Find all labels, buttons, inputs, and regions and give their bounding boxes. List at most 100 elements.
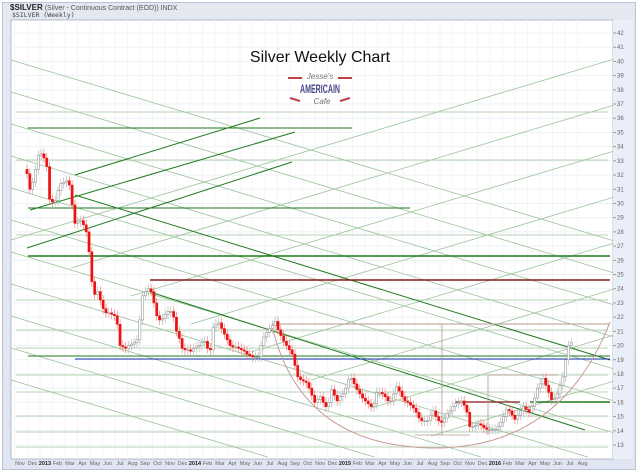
x-tick-label: Jun (403, 461, 412, 467)
candle (355, 383, 359, 390)
candle (310, 387, 314, 396)
y-tick-label: 17 (617, 386, 624, 392)
candle (324, 402, 328, 407)
candle (474, 424, 477, 427)
candle (400, 390, 404, 397)
candle (290, 349, 294, 355)
x-tick-label: Nov (165, 461, 175, 467)
x-tick-label: 2015 (339, 461, 351, 467)
trendline-descending (10, 219, 614, 401)
candle (31, 181, 34, 190)
candle (237, 346, 240, 349)
candle (192, 348, 195, 352)
candle (48, 166, 51, 200)
candle (510, 410, 514, 416)
candle (104, 308, 108, 314)
candle (279, 329, 283, 336)
candle (327, 402, 331, 407)
candle (299, 376, 302, 380)
candle (488, 429, 491, 431)
candle (462, 400, 466, 406)
candle (316, 399, 319, 403)
candle (476, 423, 480, 426)
candle (149, 288, 153, 292)
candle (437, 416, 441, 422)
trendline-dark (74, 194, 611, 361)
y-tick-label: 25 (617, 273, 624, 279)
candle (39, 153, 43, 156)
x-tick-label: Oct (303, 461, 312, 467)
y-tick-label: 40 (617, 59, 624, 65)
candle (403, 396, 407, 402)
candle (397, 386, 401, 392)
candle (318, 396, 322, 400)
y-tick-label: 29 (617, 216, 624, 222)
candle (420, 417, 424, 422)
candle (42, 153, 46, 159)
y-tick-label: 30 (617, 201, 624, 207)
candle (282, 335, 285, 342)
x-tick-label: Jun (103, 461, 112, 467)
candle (144, 291, 147, 297)
trendline-dark (29, 131, 296, 211)
y-tick-label: 38 (617, 88, 624, 94)
candle (533, 397, 536, 407)
candle (459, 400, 463, 403)
candle (107, 312, 111, 314)
candle (127, 345, 130, 349)
candle (428, 414, 432, 422)
candle (28, 173, 32, 190)
candle (87, 231, 91, 253)
candle (321, 396, 325, 403)
candle (90, 251, 94, 282)
logo-line2: AMERICAIN (300, 82, 340, 96)
candle (561, 376, 565, 386)
candle (82, 220, 85, 226)
x-tick-label: Sep (290, 461, 300, 467)
candle (36, 154, 40, 170)
y-tick-label: 36 (617, 116, 624, 122)
candle (67, 180, 71, 186)
x-tick-label: Sep (140, 461, 150, 467)
y-tick-label: 37 (617, 102, 624, 108)
candle (25, 169, 29, 174)
candle (333, 389, 336, 396)
y-tick-label: 21 (617, 329, 624, 335)
y-tick-label: 42 (617, 31, 624, 37)
candle (369, 403, 373, 407)
candle (166, 311, 170, 315)
x-tick-label: 2014 (189, 461, 202, 467)
x-tick-label: Aug (278, 461, 288, 467)
candle (152, 291, 156, 304)
x-tick-label: Feb (53, 461, 62, 467)
candle (172, 311, 175, 318)
candle (507, 409, 511, 412)
candle (527, 409, 531, 413)
candle (96, 291, 99, 295)
candle (273, 321, 277, 326)
candle (304, 380, 308, 383)
candle (564, 359, 567, 378)
candle (203, 341, 207, 343)
y-tick-label: 31 (617, 187, 624, 193)
candle (161, 318, 164, 321)
candle (200, 342, 204, 346)
candle (177, 331, 181, 339)
y-tick-label: 18 (617, 372, 624, 378)
candle (225, 333, 229, 341)
trendline-ascending (70, 105, 614, 269)
x-tick-label: Dec (328, 461, 338, 467)
candle (138, 319, 142, 341)
candle (98, 291, 102, 301)
candle (338, 396, 342, 402)
x-tick-label: Jul (416, 461, 423, 467)
x-tick-label: Apr (78, 461, 87, 467)
x-tick-label: Aug (128, 461, 138, 467)
candle (465, 404, 469, 413)
candle (239, 348, 243, 351)
candle (335, 395, 339, 402)
candle (440, 420, 443, 423)
candle (493, 429, 497, 431)
candle (206, 341, 209, 349)
candle (296, 365, 300, 378)
